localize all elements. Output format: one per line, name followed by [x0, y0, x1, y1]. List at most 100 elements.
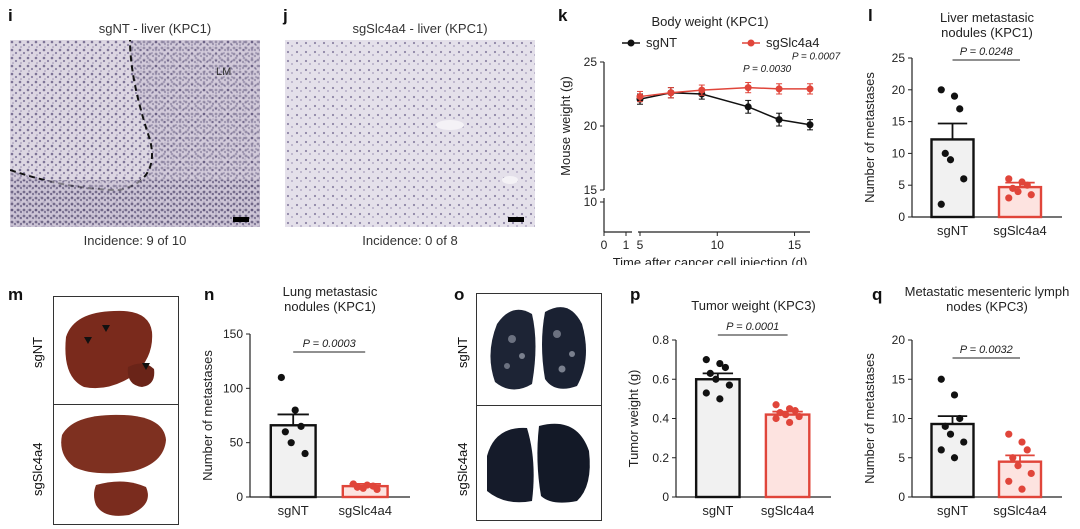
panel-label-n: n — [204, 285, 215, 304]
k-xtick-label-4: 15 — [788, 238, 802, 252]
k-ytick-label-3: 25 — [584, 55, 598, 69]
q-point-0-1 — [950, 391, 959, 399]
q-point-0-4 — [946, 430, 955, 438]
q-ytick-label-3: 15 — [892, 372, 906, 386]
p-point-1-6 — [772, 414, 780, 423]
k-legend-label-0: sgNT — [646, 35, 677, 50]
liver-micrograph-sgnt — [10, 40, 260, 227]
k-point-0-4 — [775, 116, 783, 124]
k-point-1-3 — [744, 84, 752, 92]
k-point-0-3 — [744, 103, 752, 111]
l-point-0-6 — [937, 200, 945, 208]
p-ytick-label-3: 0.6 — [652, 372, 669, 386]
q-point-0-2 — [956, 414, 964, 423]
p-point-0-2 — [721, 363, 729, 372]
q-title-line1: Metastatic mesenteric lymph — [905, 284, 1070, 299]
n-ytick-label-2: 100 — [223, 381, 243, 395]
row-label-o-sgnt: sgNT — [455, 336, 470, 368]
p-point-0-5 — [725, 381, 733, 389]
k-title: Body weight (KPC1) — [651, 14, 768, 29]
k-pvalue-0: P = 0.0030 — [743, 64, 792, 75]
panel-label-i: i — [8, 6, 13, 25]
panel-label-p: p — [630, 285, 641, 304]
l-point-0-2 — [956, 105, 964, 113]
n-ytick-label-3: 150 — [223, 327, 243, 341]
l-title-line1: Liver metastasic — [940, 10, 1034, 25]
scale-bar-i — [233, 217, 249, 222]
panel-j-caption: Incidence: 0 of 8 — [362, 233, 458, 248]
l-ytick-label-5: 25 — [892, 51, 906, 65]
l-point-1-3 — [1009, 184, 1017, 192]
n-point-1-3 — [353, 483, 361, 491]
k-legend-marker-0 — [627, 39, 635, 47]
p-point-1-1 — [786, 405, 794, 413]
n-point-1-5 — [373, 485, 381, 493]
q-point-0-7 — [950, 454, 959, 462]
lm-annotation: LM — [216, 66, 232, 78]
p-point-1-4 — [782, 410, 790, 419]
chart-p-tumor-weight: Tumor weight (KPC3) 0 0.2 0.4 0.6 0.8 Tumor we… — [626, 298, 831, 518]
chart-k-body-weight: Body weight (KPC1)sgNT sgSlc4a410152025Mo… — [560, 14, 841, 265]
k-point-0-5 — [806, 121, 814, 129]
q-ytick-label-4: 20 — [892, 333, 906, 347]
p-ytick-label-1: 0.2 — [652, 451, 669, 465]
q-title-line2: nodes (KPC3) — [946, 299, 1028, 314]
k-point-1-2 — [698, 86, 706, 94]
l-title-line2: nodules (KPC1) — [941, 25, 1033, 40]
k-point-1-1 — [667, 89, 675, 97]
l-point-0-0 — [937, 86, 945, 94]
n-title-line2: nodules (KPC1) — [284, 299, 376, 314]
p-bar-1 — [764, 413, 811, 499]
q-point-1-3 — [1009, 454, 1017, 462]
q-point-0-0 — [937, 375, 945, 383]
liver-photo-sgnt — [53, 296, 179, 406]
q-point-1-6 — [1005, 477, 1013, 485]
p-point-1-3 — [776, 409, 784, 417]
k-xtick-label-0: 0 — [601, 238, 608, 252]
p-ytick-label-4: 0.8 — [652, 333, 669, 347]
n-point-0-4 — [287, 439, 295, 447]
k-xtick-label-1: 1 — [623, 238, 630, 252]
l-ylabel: Number of metastases — [862, 72, 877, 203]
q-point-0-3 — [941, 422, 949, 430]
p-point-1-7 — [786, 418, 794, 427]
q-ytick-label-2: 10 — [892, 412, 906, 426]
row-label-m-sgslc4a4: sgSlc4a4 — [30, 442, 45, 496]
p-point-0-1 — [716, 359, 724, 368]
p-point-0-3 — [706, 369, 714, 377]
k-ytick-label-2: 20 — [584, 119, 598, 133]
row-label-o-sgslc4a4: sgSlc4a4 — [455, 442, 470, 496]
lung-photo-sgnt — [476, 293, 602, 407]
k-series-line-1 — [639, 86, 810, 98]
q-point-1-1 — [1018, 438, 1026, 446]
n-ytick-label-1: 50 — [230, 436, 244, 450]
p-point-0-0 — [702, 356, 710, 364]
q-point-1-0 — [1005, 430, 1013, 438]
k-point-1-4 — [775, 85, 783, 93]
n-point-0-5 — [301, 449, 309, 458]
n-ytick-label-0: 0 — [236, 490, 243, 504]
q-pvalue: P = 0.0032 — [960, 344, 1013, 356]
p-ytick-label-2: 0.4 — [652, 412, 669, 426]
l-ytick-label-3: 15 — [892, 115, 906, 129]
k-legend-label-1: sgSlc4a4 — [766, 35, 819, 50]
l-point-0-4 — [946, 156, 955, 164]
q-point-1-7 — [1018, 485, 1026, 493]
n-point-0-0 — [277, 373, 285, 382]
l-point-1-6 — [1005, 194, 1013, 202]
panel-i-title: sgNT - liver (KPC1) — [98, 21, 212, 36]
scale-bar-j — [508, 217, 524, 222]
q-ylabel: Number of metastases — [862, 353, 877, 484]
n-point-0-1 — [291, 406, 299, 414]
q-xtick-label-0: sgNT — [937, 503, 968, 518]
k-xtick-label-3: 10 — [711, 238, 725, 252]
n-title-line1: Lung metastasic — [283, 284, 378, 299]
panel-j-title: sgSlc4a4 - liver (KPC1) — [352, 21, 488, 36]
n-bar-0 — [269, 424, 317, 499]
n-point-0-2 — [297, 422, 305, 430]
n-xtick-label-0: sgNT — [278, 503, 309, 518]
l-point-1-0 — [1005, 175, 1013, 183]
